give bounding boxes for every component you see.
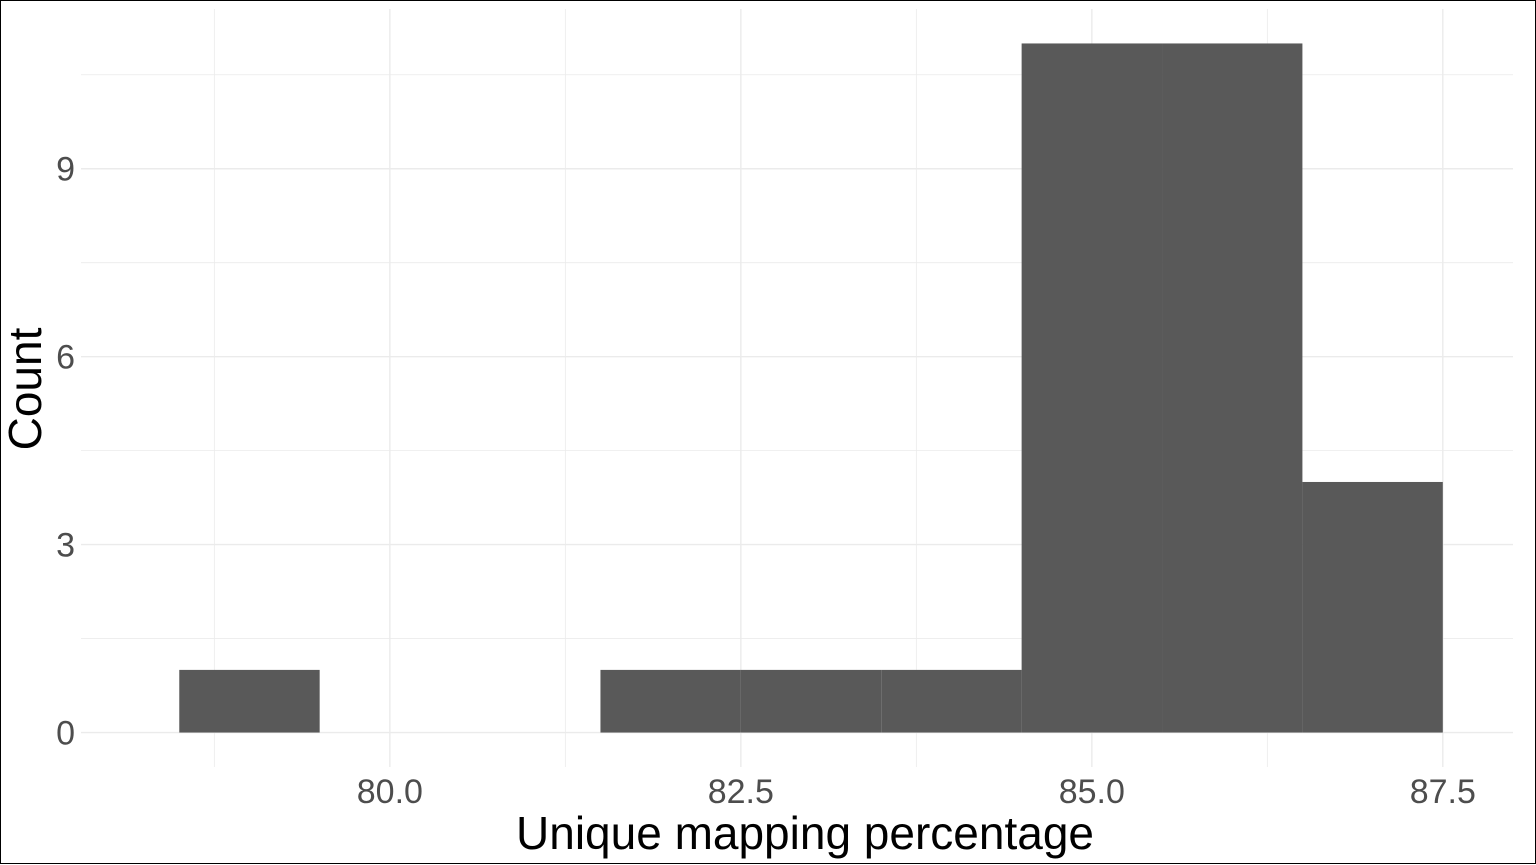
y-tick-label: 6 — [56, 339, 75, 377]
histogram-bar — [1302, 481, 1443, 733]
histogram-bar — [600, 669, 741, 733]
x-tick-label: 80.0 — [357, 773, 423, 811]
y-tick-label: 3 — [56, 527, 75, 565]
x-axis-tick-labels: 80.0 82.5 85.0 87.5 — [357, 773, 1476, 811]
y-tick-label: 9 — [56, 151, 75, 189]
histogram-bars — [179, 43, 1443, 733]
y-axis-tick-labels: 0 3 6 9 — [56, 151, 75, 753]
histogram-bar — [1021, 43, 1163, 733]
x-tick-label: 82.5 — [708, 773, 774, 811]
y-tick-label: 0 — [56, 715, 75, 753]
y-axis-title: Count — [1, 327, 51, 450]
histogram-bar — [1162, 43, 1303, 733]
histogram-bar — [179, 669, 320, 733]
x-axis-title: Unique mapping percentage — [516, 807, 1094, 859]
histogram-bar — [881, 669, 1022, 733]
x-tick-label: 87.5 — [1410, 773, 1476, 811]
histogram-bar — [740, 669, 882, 733]
x-tick-label: 85.0 — [1059, 773, 1125, 811]
